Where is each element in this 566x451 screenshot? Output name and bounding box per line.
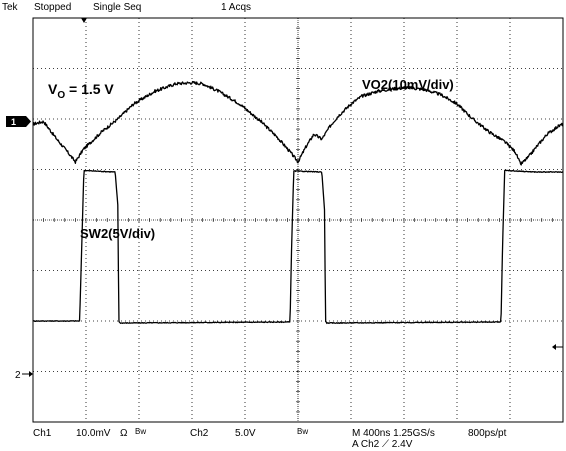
ch2-scale: 5.0V [235,428,256,439]
ch2-bandwidth: Bw [297,427,309,436]
ch1-ground-marker: 1 [6,116,31,127]
ch2-label: Ch2 [190,428,209,439]
timebase-readout: M 400ns 1.25GS/s [352,428,435,439]
trigger-level-marker [552,344,563,350]
brand-label: Tek [2,2,18,13]
ch1-marker-label: 1 [11,117,16,127]
trace-sw2 [32,169,564,325]
ch1-coupling: Ω [120,428,128,439]
record-length-readout: 800ps/pt [468,428,507,439]
acquisition-count: 1 Acqs [221,2,252,13]
acquisition-mode: Single Seq [93,2,142,13]
ch2-marker-label: 2 [15,370,21,381]
ch1-label: Ch1 [33,428,52,439]
traces [32,80,564,325]
ch1-scale: 10.0mV [76,428,111,439]
trace-vo2 [32,80,564,166]
vo2-series-label: VO2(10mV/div) [362,77,454,92]
ch2-ground-marker: 2 [15,370,33,381]
trigger-position-marker [81,18,87,23]
graticule [32,17,564,423]
ch1-bandwidth: Bw [135,427,147,436]
sw2-series-label: SW2(5V/div) [80,226,155,241]
trigger-readout: A Ch2 ⟋ 2.4V [352,439,413,450]
vo-annotation: VO = 1.5 V [48,81,114,101]
acquisition-state: Stopped [34,2,72,13]
